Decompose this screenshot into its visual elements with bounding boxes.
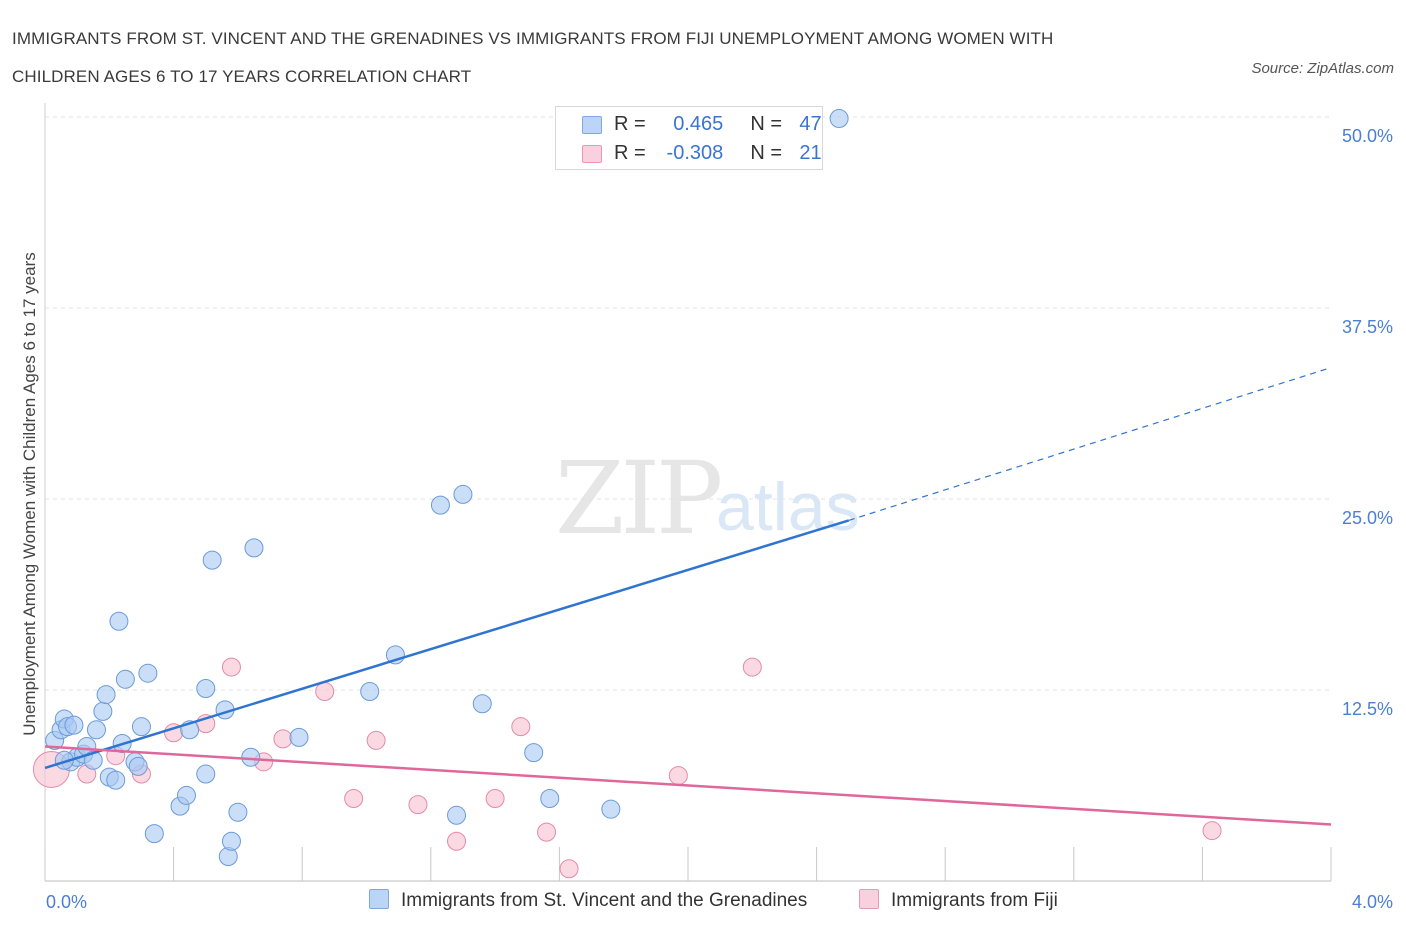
y-tick-label: 50.0%	[1342, 126, 1393, 146]
watermark-atlas: atlas	[716, 469, 860, 545]
st-vincent-point	[131, 717, 151, 737]
st-vincent-point	[430, 495, 450, 515]
st-vincent-point	[221, 831, 241, 851]
legend-n-value: 47	[799, 113, 822, 135]
bottom-legend-item-blue: Immigrants from St. Vincent and the Gren…	[369, 889, 807, 912]
fiji-point	[485, 788, 505, 808]
x-tick-label: 4.0%	[1352, 892, 1393, 912]
fiji-point	[559, 859, 579, 879]
st-vincent-point	[829, 109, 849, 129]
fiji-trend-line	[44, 745, 1332, 826]
fiji-point	[1202, 821, 1222, 841]
x-tick-label: 0.0%	[46, 892, 87, 912]
st-vincent-point	[202, 550, 222, 570]
bottom-legend-item-pink: Immigrants from Fiji	[859, 889, 1058, 912]
legend-r-value: -0.308	[666, 142, 724, 164]
pink-swatch	[582, 145, 602, 163]
st-vincent-point	[115, 669, 135, 689]
fiji-point	[221, 657, 241, 677]
legend-n-label: N =	[750, 142, 783, 164]
fiji-point	[742, 657, 762, 677]
st-vincent-point	[106, 770, 126, 790]
st-vincent-point	[64, 715, 84, 735]
st-vincent-point	[360, 682, 380, 702]
st-vincent-point	[244, 538, 264, 558]
legend-r-label: R =	[614, 142, 646, 164]
blue-swatch	[582, 116, 602, 134]
st-vincent-point	[540, 788, 560, 808]
st-vincent-point	[241, 747, 261, 767]
fiji-point	[366, 730, 386, 750]
fiji-point	[511, 717, 531, 737]
st-vincent-point	[447, 805, 467, 825]
source-credit: Source: ZipAtlas.com	[1251, 60, 1394, 77]
st-vincent-point	[144, 824, 164, 844]
st-vincent-point	[196, 764, 216, 784]
st-vincent-point	[96, 685, 116, 705]
st-vincent-point	[93, 701, 113, 721]
bottom-legend-label-pink: Immigrants from Fiji	[891, 890, 1058, 911]
y-tick-label: 37.5%	[1342, 317, 1393, 337]
st-vincent-point	[83, 750, 103, 770]
st-vincent-point	[86, 720, 106, 740]
st-vincent-point	[289, 727, 309, 747]
st-vincent-trend-line	[44, 519, 850, 770]
st-vincent-point	[453, 484, 473, 504]
fiji-point	[273, 729, 293, 749]
y-tick-label: 12.5%	[1342, 699, 1393, 719]
st-vincent-point	[524, 743, 544, 763]
st-vincent-trend-extension	[848, 367, 1332, 521]
legend-n-value: 21	[799, 142, 822, 164]
fiji-point	[408, 795, 428, 815]
bottom-legend-label-blue: Immigrants from St. Vincent and the Gren…	[401, 890, 808, 911]
st-vincent-point	[196, 678, 216, 698]
st-vincent-point	[472, 694, 492, 714]
fiji-point	[344, 788, 364, 808]
chart-title-line-1: IMMIGRANTS FROM ST. VINCENT AND THE GREN…	[12, 29, 1054, 48]
chart-title-line-2: CHILDREN AGES 6 TO 17 YEARS CORRELATION …	[12, 67, 472, 86]
fiji-point	[537, 822, 557, 842]
st-vincent-point	[138, 663, 158, 683]
st-vincent-point	[128, 756, 148, 776]
legend-r-label: R =	[614, 113, 646, 135]
legend-n-label: N =	[750, 113, 783, 135]
st-vincent-point	[601, 799, 621, 819]
chart-title: IMMIGRANTS FROM ST. VINCENT AND THE GREN…	[12, 20, 1192, 96]
st-vincent-point	[176, 785, 196, 805]
correlation-legend: R = 0.465 N = 47 R = -0.308 N = 21	[555, 106, 823, 170]
st-vincent-point	[109, 611, 129, 631]
fiji-point	[315, 682, 335, 702]
pink-legend-swatch	[859, 889, 879, 909]
blue-legend-swatch	[369, 889, 389, 909]
fiji-point	[668, 766, 688, 786]
legend-r-value: 0.465	[673, 113, 724, 135]
st-vincent-point	[228, 802, 248, 822]
y-tick-label: 25.0%	[1342, 508, 1393, 528]
fiji-point	[447, 831, 467, 851]
